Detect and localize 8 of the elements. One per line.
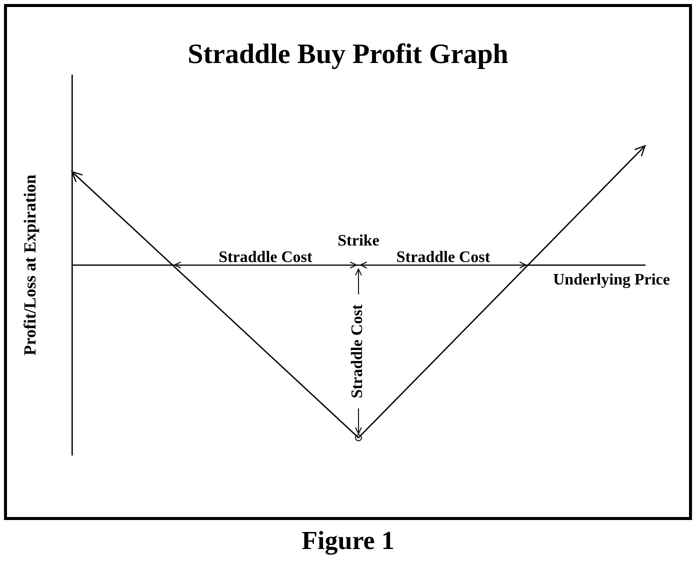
chart-title: Straddle Buy Profit Graph: [186, 38, 510, 72]
annotation: Straddle Cost: [396, 249, 491, 266]
caption: Figure 1: [300, 526, 396, 556]
x-axis-title: Underlying Price: [553, 272, 670, 289]
annotation: Straddle Cost: [218, 249, 314, 266]
y-axis-title: Profit/Loss at Expiration: [20, 174, 40, 356]
annotation: Strike: [338, 232, 380, 250]
annotation: Straddle Cost: [349, 304, 366, 398]
